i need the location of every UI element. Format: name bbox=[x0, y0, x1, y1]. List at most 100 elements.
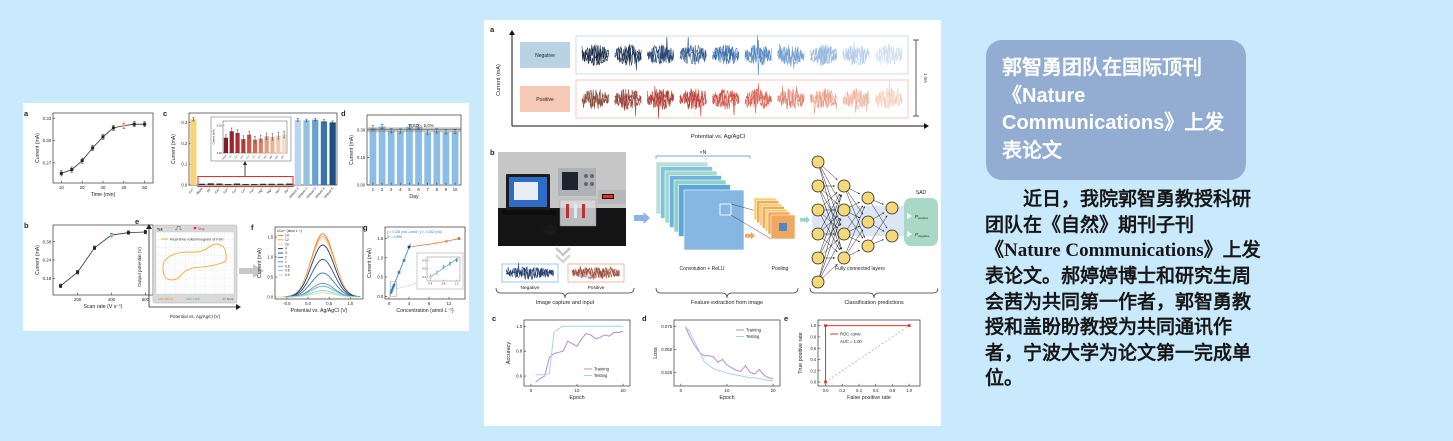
svg-text:Cu²⁺: Cu²⁺ bbox=[188, 186, 196, 194]
svg-text:0.18: 0.18 bbox=[43, 276, 52, 281]
chart-loss-epochs: d 0 10 20 0.025 0.050 0.075 Epoch Loss Training Te… bbox=[642, 312, 790, 425]
svg-text:4: 4 bbox=[399, 187, 402, 192]
svg-text:0.00: 0.00 bbox=[217, 151, 223, 155]
svg-text:AUC = 1.00: AUC = 1.00 bbox=[840, 339, 862, 344]
svg-text:Mixture 1: Mixture 1 bbox=[288, 186, 300, 199]
svg-text:d: d bbox=[341, 109, 346, 118]
chart-voltammetry-peaks: f -0.5 0.0 0.5 1.0 0.0 0.5 1.0 1.5 Potential vs. … bbox=[251, 221, 369, 332]
svg-text:Negative: Negative bbox=[521, 285, 540, 291]
svg-text:2: 2 bbox=[381, 187, 384, 192]
svg-text:Cr³⁺: Cr³⁺ bbox=[240, 186, 247, 193]
svg-text:0.30: 0.30 bbox=[357, 127, 366, 132]
svg-text:Pooling: Pooling bbox=[772, 266, 789, 272]
svg-text:4: 4 bbox=[285, 247, 287, 251]
svg-text:Al³⁺: Al³⁺ bbox=[206, 186, 213, 193]
svg-text:10: 10 bbox=[59, 185, 64, 190]
svg-text:y = 0.325 (mA L amol⁻¹) x - 0.: y = 0.325 (mA L amol⁻¹) x - 0.032 (mA) bbox=[387, 230, 442, 234]
svg-text:1.0: 1.0 bbox=[516, 324, 523, 329]
svg-text:Pnegative: Pnegative bbox=[915, 232, 930, 238]
diagram-cnn-pipeline: b Negative Positive Image capture and input… bbox=[488, 146, 939, 315]
svg-text:1.0: 1.0 bbox=[347, 301, 353, 306]
announcement-title-card: 郭智勇团队在国际顶刊《Nature Communications》上发表论文 bbox=[986, 40, 1246, 181]
svg-text:0.5: 0.5 bbox=[326, 301, 332, 306]
svg-text:20: 20 bbox=[771, 388, 776, 393]
svg-text:8: 8 bbox=[436, 187, 439, 192]
svg-text:Feature extraction from image: Feature extraction from image bbox=[691, 300, 763, 306]
chart-stability-bars: d 0.00 0.15 0.30 Day Current (mA) 1 2 3 4 5 6 7 8 9 10 R… bbox=[341, 107, 467, 224]
svg-text:Current (mA): Current (mA) bbox=[496, 64, 502, 96]
svg-text:e: e bbox=[135, 217, 139, 226]
svg-text:Ca²⁺: Ca²⁺ bbox=[214, 186, 222, 194]
svg-text:Hg²⁺: Hg²⁺ bbox=[263, 154, 268, 160]
svg-text:40: 40 bbox=[121, 185, 126, 190]
svg-text:0.0: 0.0 bbox=[810, 380, 816, 385]
svg-text:1.0: 1.0 bbox=[267, 255, 273, 260]
svg-text:1.0: 1.0 bbox=[810, 323, 816, 328]
svg-text:0.24: 0.24 bbox=[43, 258, 52, 263]
svg-text:Blank: Blank bbox=[196, 186, 204, 195]
block-arrow-right-icon bbox=[239, 263, 265, 284]
svg-text:400: 400 bbox=[108, 297, 116, 302]
svg-text:Time (min): Time (min) bbox=[91, 192, 116, 198]
svg-text:1.2: 1.2 bbox=[455, 281, 459, 285]
svg-text:0.4: 0.4 bbox=[856, 388, 862, 393]
svg-text:Mixture 5: Mixture 5 bbox=[323, 186, 335, 199]
svg-text:20: 20 bbox=[621, 388, 626, 393]
svg-text:Mixture 2: Mixture 2 bbox=[297, 186, 309, 199]
svg-text:Pb²⁺: Pb²⁺ bbox=[280, 154, 285, 159]
svg-text:50: 50 bbox=[142, 185, 147, 190]
svg-text:Loss: Loss bbox=[653, 347, 659, 359]
svg-text:Fe³⁺: Fe³⁺ bbox=[257, 154, 262, 159]
svg-text:Current (mA): Current (mA) bbox=[212, 129, 216, 144]
svg-text:b: b bbox=[24, 221, 29, 230]
svg-text:7: 7 bbox=[427, 187, 430, 192]
svg-text:f: f bbox=[251, 223, 254, 232]
svg-text:Image capture and input: Image capture and input bbox=[536, 300, 595, 306]
title-line-2: Communications》上发表论文 bbox=[1002, 112, 1225, 162]
oscilloscope-cv-display: e Output potential (V) Potential vs. Ag/Ag… bbox=[135, 215, 245, 330]
svg-text:0.1: 0.1 bbox=[422, 275, 426, 279]
svg-text:0.3: 0.3 bbox=[181, 120, 187, 125]
svg-text:Positive: Positive bbox=[588, 285, 605, 291]
svg-text:Stop: Stop bbox=[198, 227, 205, 231]
svg-text:CH2 1.00V: CH2 1.00V bbox=[186, 297, 200, 301]
svg-text:Accuracy: Accuracy bbox=[506, 342, 512, 364]
svg-text:600: 600 bbox=[142, 297, 150, 302]
svg-text:Potential vs. Ag/AgCl (V): Potential vs. Ag/AgCl (V) bbox=[291, 308, 348, 314]
svg-text:5: 5 bbox=[408, 187, 411, 192]
svg-text:0.3: 0.3 bbox=[422, 258, 426, 262]
svg-text:×N: ×N bbox=[700, 150, 707, 156]
svg-text:1: 1 bbox=[372, 187, 375, 192]
svg-text:1.5: 1.5 bbox=[267, 235, 273, 240]
svg-text:Day: Day bbox=[409, 194, 419, 200]
svg-text:0.8: 0.8 bbox=[442, 281, 446, 285]
svg-text:0: 0 bbox=[388, 301, 391, 306]
svg-text:20: 20 bbox=[80, 185, 85, 190]
svg-text:0.050: 0.050 bbox=[661, 347, 673, 352]
svg-text:Mg²⁺: Mg²⁺ bbox=[266, 186, 274, 194]
chart-calibration-curve: g 0 4 8 12 0.0 0.5 1.0 1.5 Concentration (amol L⁻… bbox=[363, 221, 469, 332]
svg-text:Training: Training bbox=[746, 328, 762, 333]
svg-text:Current (mA): Current (mA) bbox=[349, 135, 355, 165]
svg-text:XY Mode: XY Mode bbox=[223, 297, 235, 301]
svg-text:Training: Training bbox=[594, 367, 610, 372]
svg-text:g: g bbox=[363, 223, 368, 232]
svg-text:0.01: 0.01 bbox=[217, 123, 223, 127]
svg-text:0.8: 0.8 bbox=[810, 335, 816, 340]
svg-text:0.6: 0.6 bbox=[285, 269, 290, 273]
svg-text:Cd²⁺: Cd²⁺ bbox=[222, 186, 230, 194]
svg-text:Co²⁺: Co²⁺ bbox=[231, 186, 239, 194]
svg-text:Ppositive: Ppositive bbox=[915, 214, 928, 220]
svg-text:9: 9 bbox=[445, 187, 448, 192]
svg-text:Mg²⁺: Mg²⁺ bbox=[269, 154, 274, 160]
chart-current-vs-scanrate: b 200 400 600 0.18 0.24 0.30 Scan rate (V s⁻¹) C… bbox=[23, 219, 163, 332]
svg-text:0.8: 0.8 bbox=[889, 388, 895, 393]
figure-panel-characterization: a 10 20 30 40 50 0.27 0.30 0.33 Time (min) Current… bbox=[23, 103, 469, 331]
svg-text:8: 8 bbox=[428, 301, 431, 306]
chart-current-vs-time: a 10 20 30 40 50 0.27 0.30 0.33 Time (min) Current… bbox=[23, 107, 163, 220]
svg-text:0.27: 0.27 bbox=[43, 160, 52, 165]
svg-text:0.025: 0.025 bbox=[661, 370, 673, 375]
svg-text:Current (mA): Current (mA) bbox=[35, 133, 41, 163]
svg-text:Testing: Testing bbox=[594, 373, 608, 378]
svg-text:Output potential (V): Output potential (V) bbox=[137, 247, 142, 287]
